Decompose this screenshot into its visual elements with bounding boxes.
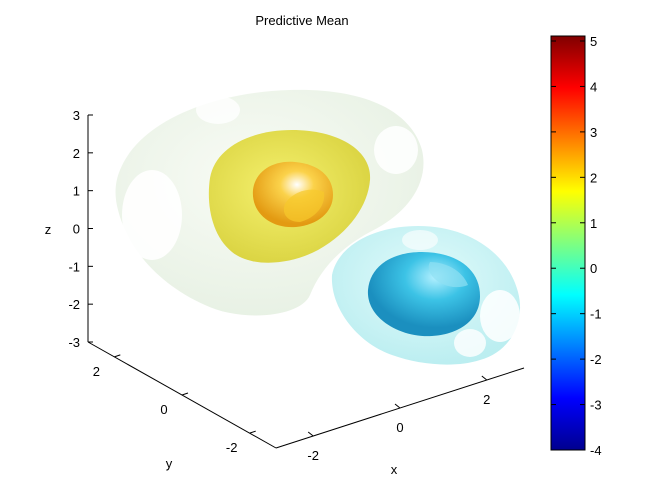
z-tick-label: 0 bbox=[73, 222, 80, 237]
colorbar-tick-label: 1 bbox=[590, 216, 597, 231]
z-tick-label: 1 bbox=[73, 184, 80, 199]
isosurface-core-facet bbox=[428, 262, 468, 288]
chart-title: Predictive Mean bbox=[255, 13, 348, 28]
isosurface-negative-blob bbox=[331, 226, 521, 365]
x-tick-mark bbox=[394, 403, 401, 409]
isosurface-outer-hole bbox=[122, 170, 182, 260]
x-axis-label: x bbox=[391, 462, 398, 477]
y-tick-label: -2 bbox=[226, 440, 238, 455]
colorbar-tick-label: 2 bbox=[590, 170, 597, 185]
x-tick-label: -2 bbox=[307, 448, 319, 463]
z-tick-label: 2 bbox=[73, 146, 80, 161]
y-tick-mark bbox=[181, 392, 189, 396]
colorbar-tick-label: -1 bbox=[590, 307, 602, 322]
isosurface-outer-hole bbox=[374, 126, 418, 174]
isosurface-outer-hole bbox=[480, 290, 520, 342]
colorbar-tick-label: 3 bbox=[590, 125, 597, 140]
colorbar-tick-label: 5 bbox=[590, 34, 597, 49]
isosurface-outer-hole bbox=[196, 96, 240, 124]
colorbar-tick-label: -4 bbox=[590, 443, 602, 458]
z-tick-label: 3 bbox=[73, 108, 80, 123]
z-tick-label: -3 bbox=[68, 335, 80, 350]
isosurface-outer-hole bbox=[454, 329, 486, 357]
z-ticks: 3 2 1 0 -1 -2 -3 bbox=[68, 108, 93, 350]
x-tick-label: 2 bbox=[483, 392, 490, 407]
y-tick-mark bbox=[114, 354, 121, 358]
z-tick-label: -2 bbox=[68, 297, 80, 312]
colorbar-gradient bbox=[550, 35, 586, 451]
z-tick-label: -1 bbox=[68, 259, 80, 274]
isosurface-positive-blob bbox=[115, 89, 424, 316]
isosurface-core-facet bbox=[283, 189, 325, 222]
x-tick-mark bbox=[307, 431, 314, 437]
y-axis-label: y bbox=[166, 456, 173, 471]
colorbar-ticks: 5 4 3 2 1 0 -1 -2 -3 -4 bbox=[551, 34, 602, 458]
x-tick-label: 0 bbox=[396, 420, 403, 435]
y-ticks: 2 0 -2 bbox=[93, 354, 256, 455]
x-ticks: -2 0 2 bbox=[307, 375, 490, 463]
y-tick-mark bbox=[249, 430, 256, 434]
colorbar-tick-label: 4 bbox=[590, 79, 597, 94]
y-tick-label: 2 bbox=[93, 364, 100, 379]
z-axis-label: z bbox=[45, 222, 52, 237]
y-tick-label: 0 bbox=[160, 402, 167, 417]
colorbar: 5 4 3 2 1 0 -1 -2 -3 -4 bbox=[550, 34, 602, 458]
colorbar-tick-label: -2 bbox=[590, 352, 602, 367]
x-tick-mark bbox=[481, 375, 488, 381]
colorbar-tick-label: 0 bbox=[590, 261, 597, 276]
isosurface-outer-hole bbox=[402, 230, 438, 250]
colorbar-tick-label: -3 bbox=[590, 398, 602, 413]
